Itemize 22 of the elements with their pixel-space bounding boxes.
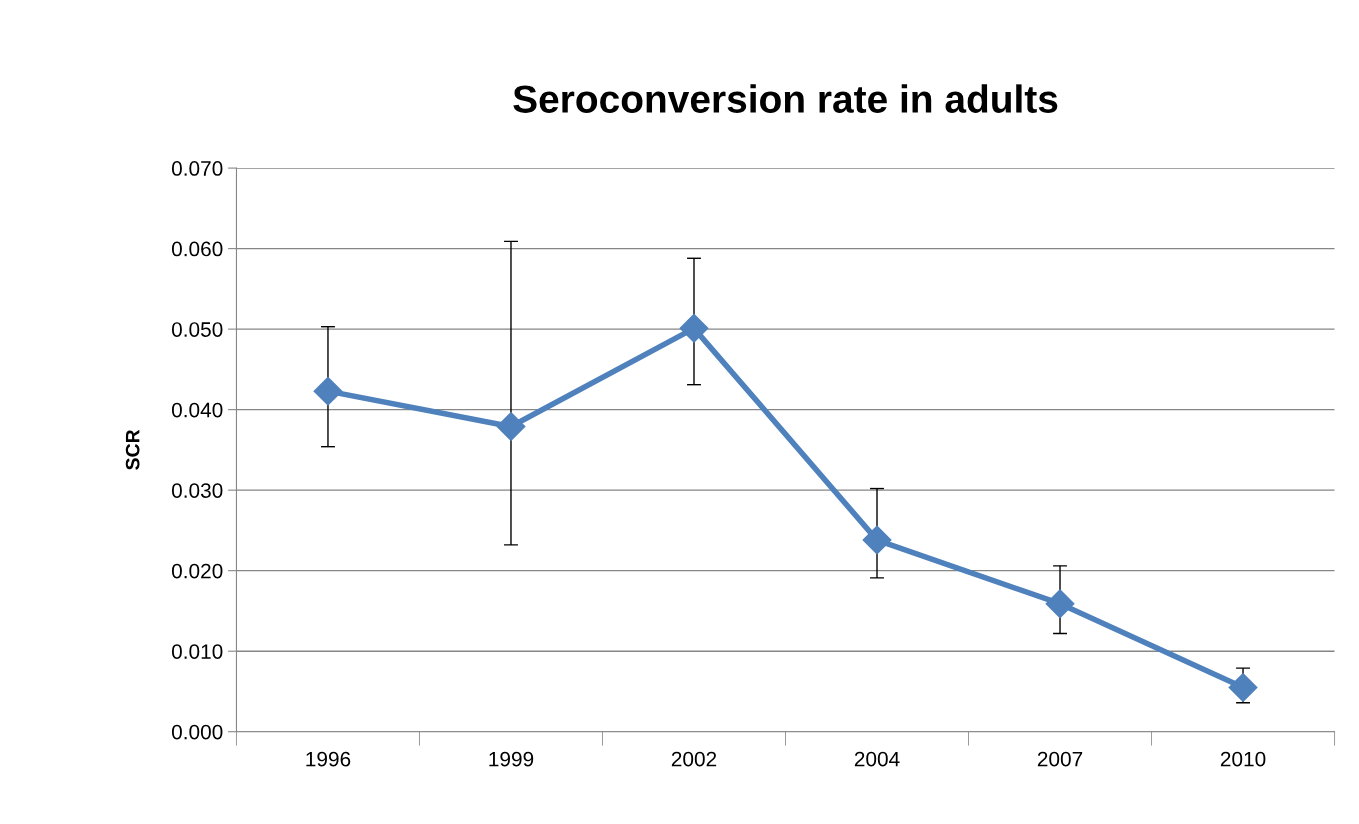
x-tick-label: 1996 — [306, 751, 351, 767]
y-axis-title: SCR — [125, 429, 140, 470]
y-tick-label: 0.010 — [171, 644, 223, 659]
point — [862, 525, 892, 555]
y-tick-label: 0.000 — [171, 724, 223, 740]
y-tick-label: 0.050 — [171, 322, 223, 337]
point — [1228, 672, 1258, 702]
x-tick-label: 2010 — [1220, 751, 1266, 767]
x-tick-label: 2002 — [671, 751, 717, 767]
x-tick-label: 2007 — [1037, 751, 1083, 767]
y-tick-label: 0.060 — [171, 241, 223, 257]
point — [1045, 589, 1075, 619]
y-tick-label: 0.030 — [171, 483, 223, 498]
point — [679, 313, 709, 343]
point — [496, 412, 526, 441]
y-tick-label: 0.020 — [171, 563, 223, 579]
x-tick-label: 1999 — [489, 751, 534, 767]
x-tick-label: 2004 — [854, 751, 900, 767]
y-tick-label: 0.070 — [171, 161, 223, 176]
y-tick-label: 0.040 — [171, 402, 223, 418]
point — [313, 376, 343, 406]
chart-title: Seroconversion rate in adults — [513, 84, 1058, 113]
